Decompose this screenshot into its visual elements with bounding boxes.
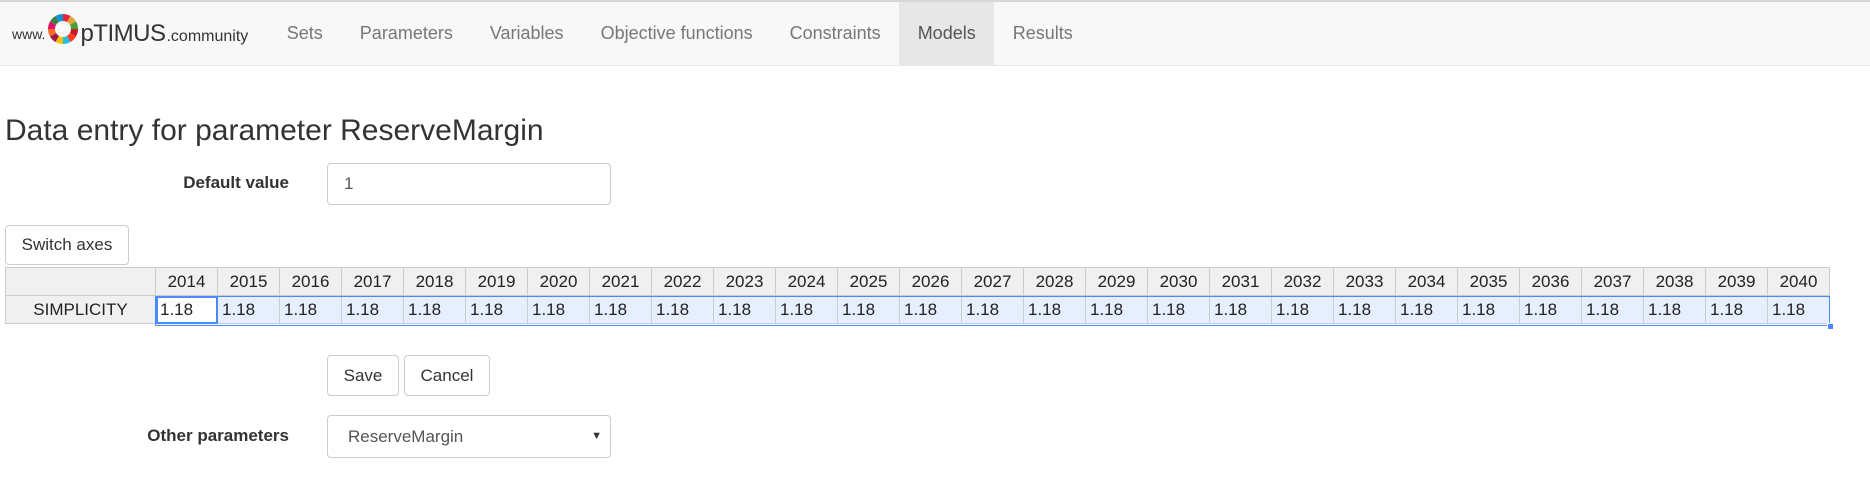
column-header[interactable]: 2040: [1767, 267, 1830, 296]
column-header[interactable]: 2023: [713, 267, 776, 296]
switch-axes-button[interactable]: Switch axes: [5, 225, 129, 265]
grid-cell[interactable]: 1.18: [775, 295, 838, 324]
grid-cell[interactable]: 1.18: [1705, 295, 1768, 324]
grid-cell[interactable]: 1.18: [1457, 295, 1520, 324]
grid-cell[interactable]: 1.18: [155, 295, 218, 324]
nav-item-models[interactable]: Models: [899, 2, 995, 65]
grid-cell[interactable]: 1.18: [403, 295, 466, 324]
grid-cell[interactable]: 1.18: [1147, 295, 1210, 324]
column-header[interactable]: 2018: [403, 267, 466, 296]
column-header[interactable]: 2031: [1209, 267, 1272, 296]
other-parameters-select[interactable]: ReserveMargin ▼: [327, 415, 611, 458]
column-header[interactable]: 2022: [651, 267, 714, 296]
brand-prefix: www.: [12, 25, 46, 42]
grid-corner-cell: [5, 267, 156, 296]
grid-cell[interactable]: 1.18: [589, 295, 652, 324]
grid-cell[interactable]: 1.18: [651, 295, 714, 324]
table-row: SIMPLICITY 1.18 1.18 1.18 1.18 1.18 1.18 1.18 1.…: [5, 295, 1830, 324]
nav-item-sets[interactable]: Sets: [286, 23, 323, 43]
default-value-input[interactable]: [327, 163, 611, 205]
grid-cell[interactable]: 1.18: [1209, 295, 1272, 324]
nav-item-parameters[interactable]: Parameters: [359, 23, 453, 43]
chevron-down-icon: ▼: [591, 430, 602, 442]
grid-cell[interactable]: 1.18: [1581, 295, 1644, 324]
column-header[interactable]: 2025: [837, 267, 900, 296]
grid-cell[interactable]: 1.18: [465, 295, 528, 324]
column-header[interactable]: 2021: [589, 267, 652, 296]
nav-item-objective-functions[interactable]: Objective functions: [600, 23, 753, 43]
column-header[interactable]: 2016: [279, 267, 342, 296]
row-header[interactable]: SIMPLICITY: [5, 295, 156, 324]
column-header[interactable]: 2014: [155, 267, 218, 296]
column-header[interactable]: 2015: [217, 267, 280, 296]
grid-cell[interactable]: 1.18: [1767, 295, 1830, 324]
brand-name: pTIMUS: [80, 19, 166, 47]
column-header[interactable]: 2024: [775, 267, 838, 296]
column-header[interactable]: 2038: [1643, 267, 1706, 296]
column-header[interactable]: 2039: [1705, 267, 1768, 296]
grid-cell[interactable]: 1.18: [1333, 295, 1396, 324]
column-header[interactable]: 2027: [961, 267, 1024, 296]
grid-cell[interactable]: 1.18: [1271, 295, 1334, 324]
column-header[interactable]: 2036: [1519, 267, 1582, 296]
column-header[interactable]: 2020: [527, 267, 590, 296]
grid-cell[interactable]: 1.18: [527, 295, 590, 324]
sdg-color-wheel-icon: [48, 13, 79, 44]
other-parameters-selected-value: ReserveMargin: [348, 426, 464, 446]
brand-logo[interactable]: www. pTIMUS .community: [0, 2, 268, 65]
nav-item-results[interactable]: Results: [1012, 23, 1073, 43]
grid-cell[interactable]: 1.18: [1085, 295, 1148, 324]
navbar: www. pTIMUS .community Sets Parameters Var…: [0, 2, 1870, 66]
column-header[interactable]: 2032: [1271, 267, 1334, 296]
grid-cell[interactable]: 1.18: [713, 295, 776, 324]
grid-cell[interactable]: 1.18: [1023, 295, 1086, 324]
column-header[interactable]: 2037: [1581, 267, 1644, 296]
grid-cell[interactable]: 1.18: [217, 295, 280, 324]
column-header[interactable]: 2033: [1333, 267, 1396, 296]
nav-item-variables[interactable]: Variables: [489, 23, 564, 43]
save-button[interactable]: Save: [327, 355, 399, 396]
column-header[interactable]: 2034: [1395, 267, 1458, 296]
default-value-label: Default value: [183, 173, 289, 192]
column-header[interactable]: 2017: [341, 267, 404, 296]
nav-item-constraints[interactable]: Constraints: [789, 23, 881, 43]
top-border: [0, 0, 1870, 2]
grid-cell[interactable]: 1.18: [1395, 295, 1458, 324]
grid-cell[interactable]: 1.18: [837, 295, 900, 324]
column-header[interactable]: 2030: [1147, 267, 1210, 296]
brand-suffix: .community: [166, 27, 249, 45]
grid-cell[interactable]: 1.18: [1519, 295, 1582, 324]
fill-handle[interactable]: [1827, 323, 1834, 330]
column-header[interactable]: 2026: [899, 267, 962, 296]
grid-cell[interactable]: 1.18: [341, 295, 404, 324]
column-header[interactable]: 2028: [1023, 267, 1086, 296]
grid-cell[interactable]: 1.18: [279, 295, 342, 324]
nav-menu: Sets Parameters Variables Objective functio…: [268, 2, 1091, 65]
page-title: Data entry for parameter ReserveMargin: [5, 114, 544, 147]
cancel-button[interactable]: Cancel: [404, 355, 490, 396]
column-header[interactable]: 2029: [1085, 267, 1148, 296]
column-header[interactable]: 2035: [1457, 267, 1520, 296]
column-header[interactable]: 2019: [465, 267, 528, 296]
grid-cell[interactable]: 1.18: [961, 295, 1024, 324]
grid-cell[interactable]: 1.18: [1643, 295, 1706, 324]
other-parameters-label: Other parameters: [147, 426, 289, 445]
data-grid: 2014 2015 2016 2017 2018 2019 2020 2021 2022 2023…: [5, 267, 1830, 324]
grid-cell[interactable]: 1.18: [899, 295, 962, 324]
